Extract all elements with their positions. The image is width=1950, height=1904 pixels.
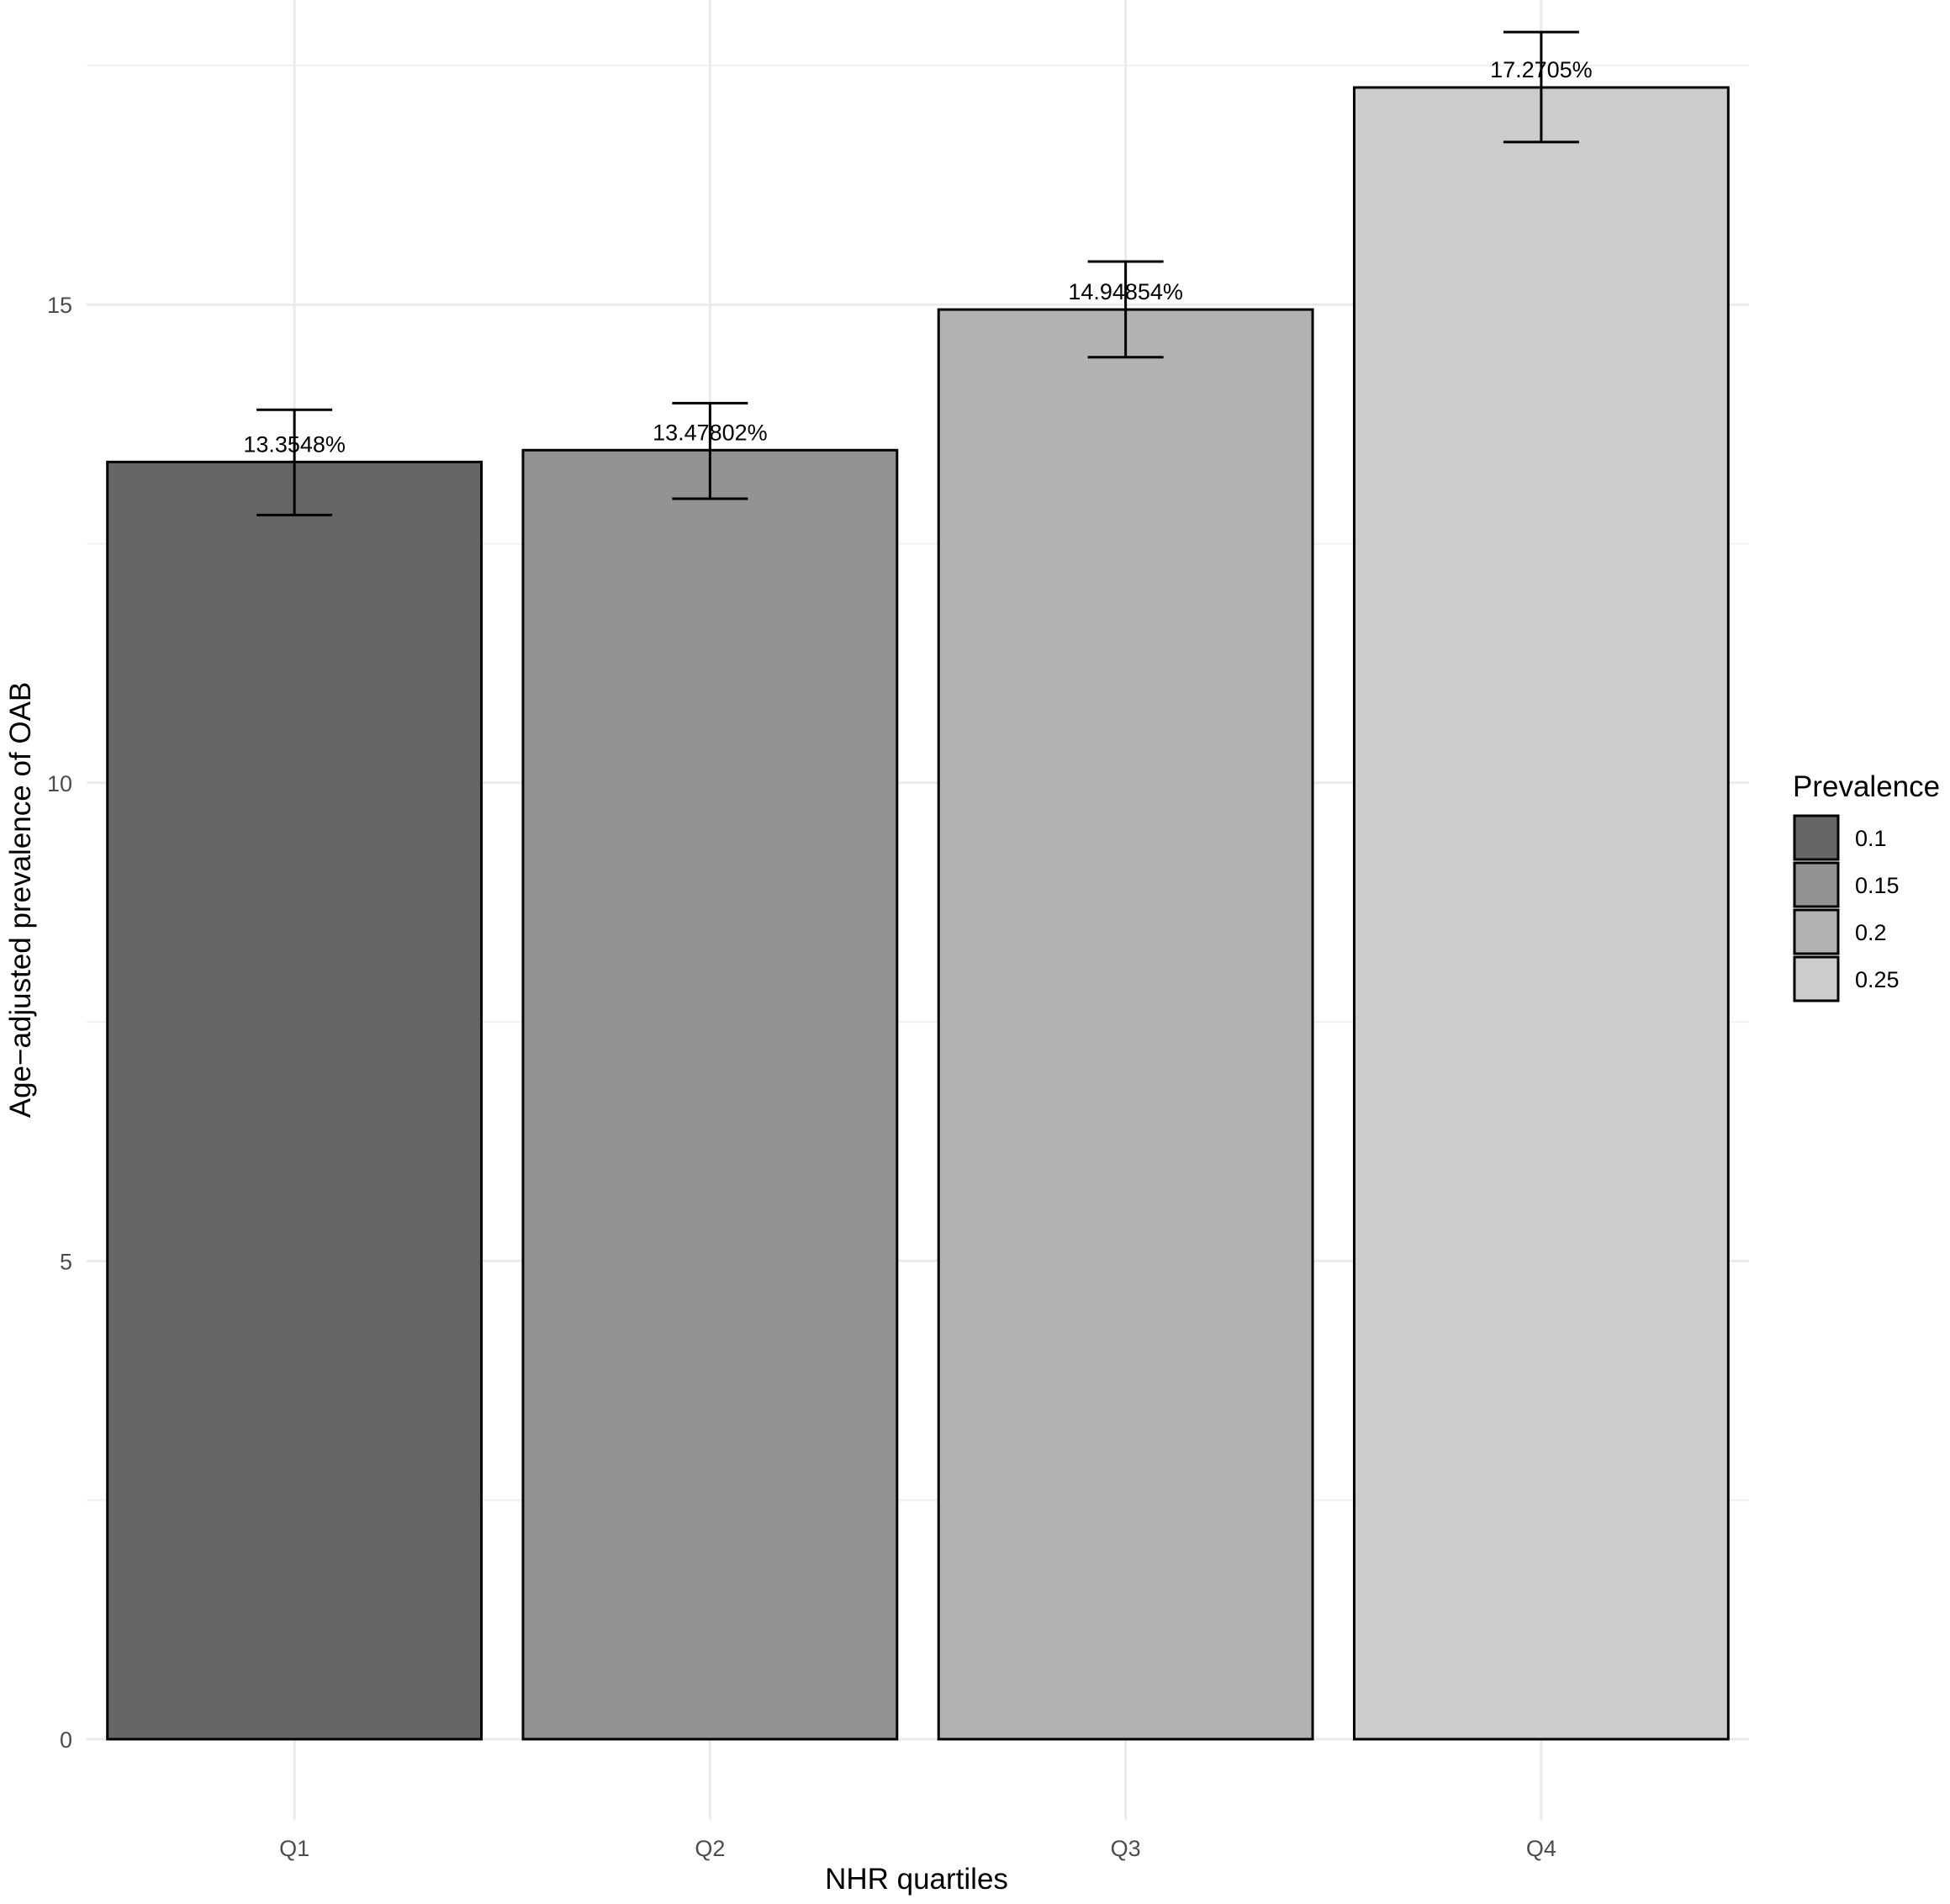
- legend-label: 0.25: [1855, 967, 1900, 992]
- x-tick-label: Q1: [279, 1836, 309, 1861]
- legend-key: [1793, 814, 1840, 861]
- x-tick-label: Q4: [1526, 1836, 1556, 1861]
- legend-key: [1793, 955, 1840, 1002]
- error-bars: [256, 30, 1579, 516]
- legend-label: 0.2: [1855, 920, 1887, 945]
- y-tick-label: 15: [47, 293, 72, 318]
- x-axis-tick-labels: Q1 Q2 Q3 Q4: [279, 1836, 1556, 1861]
- x-tick-label: Q2: [695, 1836, 725, 1861]
- legend-title: Prevalence: [1793, 770, 1940, 803]
- bar-q3: [937, 308, 1314, 1741]
- data-label: 17.2705%: [1490, 57, 1593, 82]
- legend: Prevalence 0.1 0.15 0.2 0.25: [1793, 770, 1940, 1002]
- legend-key: [1793, 861, 1840, 908]
- data-labels: 13.3548% 13.47802% 14.94854% 17.2705%: [243, 57, 1592, 457]
- bars: [106, 86, 1730, 1741]
- legend-items: 0.1 0.15 0.2 0.25: [1793, 814, 1900, 1002]
- legend-key: [1793, 908, 1840, 955]
- data-label: 14.94854%: [1068, 279, 1183, 304]
- legend-label: 0.1: [1855, 826, 1887, 851]
- y-axis-title: Age−adjusted prevalence of OAB: [4, 682, 37, 1119]
- bar-q2: [521, 448, 899, 1741]
- bar-q1: [106, 460, 484, 1741]
- x-axis-title: NHR quartiles: [825, 1863, 1008, 1896]
- x-tick-label: Q3: [1111, 1836, 1141, 1861]
- y-tick-label: 10: [47, 771, 72, 796]
- y-tick-label: 0: [60, 1727, 72, 1753]
- data-label: 13.47802%: [653, 420, 768, 445]
- data-label: 13.3548%: [243, 431, 346, 457]
- legend-label: 0.15: [1855, 873, 1900, 898]
- y-axis-tick-labels: 0 5 10 15: [47, 293, 72, 1753]
- y-tick-label: 5: [60, 1249, 72, 1274]
- bar-q4: [1352, 86, 1730, 1741]
